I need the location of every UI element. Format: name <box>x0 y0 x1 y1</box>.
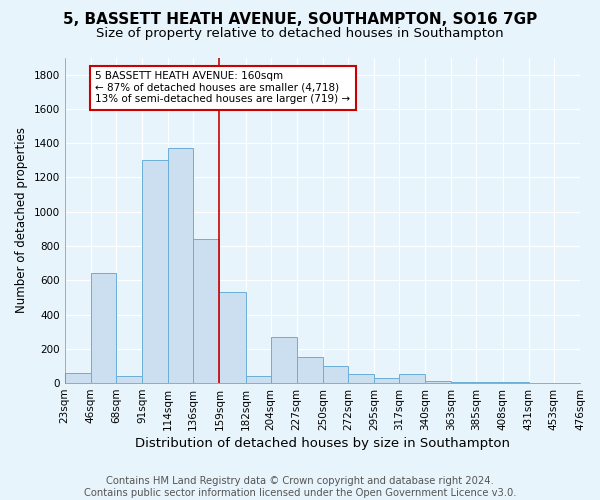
X-axis label: Distribution of detached houses by size in Southampton: Distribution of detached houses by size … <box>135 437 510 450</box>
Bar <box>65 373 91 383</box>
Bar <box>476 382 503 383</box>
Bar <box>348 374 374 383</box>
Bar <box>529 382 554 383</box>
Bar <box>297 358 323 383</box>
Bar <box>168 148 193 383</box>
Y-axis label: Number of detached properties: Number of detached properties <box>15 128 28 314</box>
Bar <box>503 382 529 383</box>
Bar <box>220 292 245 383</box>
Bar <box>245 376 271 383</box>
Bar <box>323 366 348 383</box>
Bar <box>271 337 297 383</box>
Bar <box>193 239 220 383</box>
Bar <box>374 378 399 383</box>
Bar <box>116 376 142 383</box>
Bar <box>451 382 476 383</box>
Text: Contains HM Land Registry data © Crown copyright and database right 2024.
Contai: Contains HM Land Registry data © Crown c… <box>84 476 516 498</box>
Bar <box>399 374 425 383</box>
Bar <box>91 274 116 383</box>
Text: Size of property relative to detached houses in Southampton: Size of property relative to detached ho… <box>96 28 504 40</box>
Text: 5, BASSETT HEATH AVENUE, SOUTHAMPTON, SO16 7GP: 5, BASSETT HEATH AVENUE, SOUTHAMPTON, SO… <box>63 12 537 28</box>
Bar <box>425 381 451 383</box>
Bar <box>142 160 168 383</box>
Text: 5 BASSETT HEATH AVENUE: 160sqm
← 87% of detached houses are smaller (4,718)
13% : 5 BASSETT HEATH AVENUE: 160sqm ← 87% of … <box>95 71 350 104</box>
